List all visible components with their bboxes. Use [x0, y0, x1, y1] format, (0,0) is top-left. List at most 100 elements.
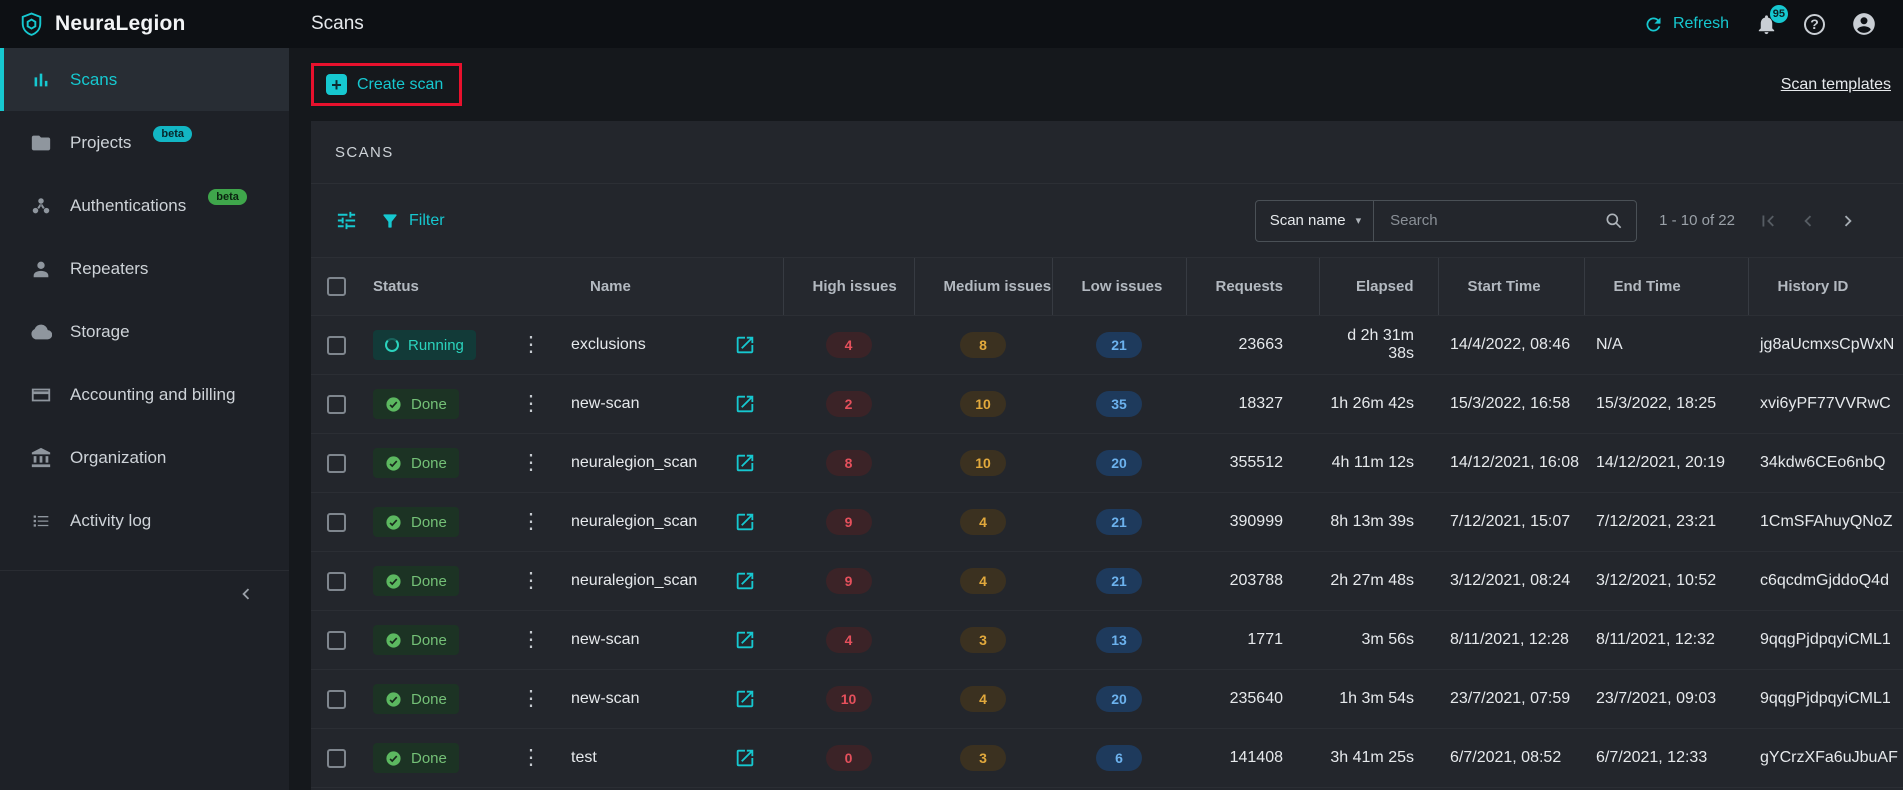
scan-name[interactable]: neuralegion_scan: [571, 513, 698, 530]
collapse-sidebar-button[interactable]: [235, 583, 257, 605]
main-content: + Create scan Scan templates SCANS Filte…: [289, 48, 1903, 790]
column-header-start-time[interactable]: Start Time: [1437, 257, 1584, 316]
drag-handle-icon[interactable]: [1065, 280, 1073, 293]
sidebar-item-storage[interactable]: Storage: [0, 300, 289, 363]
column-header-low-issues[interactable]: Low issues: [1051, 257, 1186, 316]
drag-handle-icon[interactable]: [1199, 280, 1207, 293]
row-checkbox[interactable]: [326, 630, 346, 650]
open-scan-icon[interactable]: [734, 629, 756, 651]
row-menu-button[interactable]: ⋮: [520, 392, 542, 415]
elapsed-value: 1h 26m 42s: [1330, 395, 1414, 412]
neuralegion-logo-icon: [18, 11, 45, 38]
row-checkbox[interactable]: [326, 748, 346, 768]
sidebar-item-authentications[interactable]: Authentications beta: [0, 174, 289, 237]
first-page-button[interactable]: [1757, 210, 1779, 232]
row-menu-button[interactable]: ⋮: [520, 451, 542, 474]
search-field-select[interactable]: Scan name ▾: [1256, 200, 1375, 241]
scan-name[interactable]: neuralegion_scan: [571, 454, 698, 471]
row-checkbox[interactable]: [326, 453, 346, 473]
row-menu-button[interactable]: ⋮: [520, 628, 542, 651]
scan-name[interactable]: new-scan: [571, 690, 640, 707]
scan-templates-link[interactable]: Scan templates: [1780, 75, 1891, 93]
sidebar-item-label: Accounting and billing: [70, 384, 236, 404]
search-input[interactable]: [1388, 211, 1597, 230]
status-label: Done: [411, 690, 447, 708]
sidebar-item-accounting-and-billing[interactable]: Accounting and billing: [0, 363, 289, 426]
column-header-requests[interactable]: Requests: [1185, 257, 1319, 316]
column-header-high-issues[interactable]: High issues: [782, 257, 914, 316]
open-scan-icon[interactable]: [734, 511, 756, 533]
select-all-checkbox[interactable]: [326, 277, 346, 296]
help-button[interactable]: [1804, 13, 1825, 35]
drag-handle-icon[interactable]: [573, 280, 581, 293]
drag-handle-icon[interactable]: [1761, 280, 1769, 293]
sidebar-item-organization[interactable]: Organization: [0, 426, 289, 489]
column-header-status[interactable]: Status: [361, 257, 501, 316]
open-scan-icon[interactable]: [734, 570, 756, 592]
filter-button[interactable]: Filter: [380, 211, 445, 231]
open-scan-icon[interactable]: [734, 393, 756, 415]
high-issues-badge: 10: [825, 686, 872, 712]
row-menu-button[interactable]: ⋮: [520, 746, 542, 769]
start-time-value: 14/12/2021, 16:08: [1450, 454, 1580, 471]
row-menu-button[interactable]: ⋮: [520, 687, 542, 710]
credit-card-icon: [30, 384, 52, 406]
column-header-name[interactable]: Name: [561, 257, 706, 316]
scan-name[interactable]: test: [571, 749, 597, 766]
pagination-range-label: 1 - 10 of 22: [1659, 212, 1735, 229]
column-header-elapsed[interactable]: Elapsed: [1318, 257, 1438, 316]
scan-name[interactable]: new-scan: [571, 631, 640, 648]
low-issues-badge: 20: [1096, 450, 1142, 476]
elapsed-value: d 2h 31m 38s: [1347, 327, 1414, 362]
scan-name[interactable]: exclusions: [571, 336, 646, 353]
sidebar-item-label: Storage: [70, 321, 130, 341]
scan-table-body: Running ⋮ exclusions 4 8 21 23663 d 2h 3…: [311, 315, 1903, 788]
row-menu-button[interactable]: ⋮: [520, 510, 542, 533]
sidebar-item-scans[interactable]: Scans: [0, 48, 289, 111]
open-scan-icon[interactable]: [734, 688, 756, 710]
row-menu-button[interactable]: ⋮: [520, 569, 542, 592]
row-checkbox[interactable]: [326, 335, 346, 355]
drag-handle-icon[interactable]: [1451, 280, 1459, 293]
drag-handle-icon[interactable]: [1597, 280, 1605, 293]
elapsed-value: 2h 27m 48s: [1330, 572, 1414, 589]
filter-label: Filter: [409, 211, 445, 229]
start-time-value: 8/11/2021, 12:28: [1450, 631, 1569, 648]
column-header-medium-issues[interactable]: Medium issues: [913, 257, 1052, 316]
building-icon: [30, 447, 52, 469]
drag-handle-icon[interactable]: [796, 280, 804, 293]
status-label: Done: [411, 454, 447, 472]
create-scan-button[interactable]: + Create scan: [326, 74, 443, 95]
search-icon: [1604, 211, 1624, 231]
row-checkbox[interactable]: [326, 689, 346, 709]
table-header-row: Status Name High issues Medium issues: [311, 257, 1903, 316]
sidebar-item-repeaters[interactable]: Repeaters: [0, 237, 289, 300]
open-scan-icon[interactable]: [734, 747, 756, 769]
sidebar: Scans Projects beta Authentications beta…: [0, 48, 289, 790]
next-page-button[interactable]: [1837, 210, 1859, 232]
notifications-button[interactable]: 95: [1755, 4, 1788, 36]
user-avatar-button[interactable]: [1851, 11, 1877, 37]
column-header-menu: [501, 257, 561, 316]
row-checkbox[interactable]: [326, 512, 346, 532]
row-menu-button[interactable]: ⋮: [520, 333, 542, 356]
status-badge: Done: [373, 566, 459, 596]
drag-handle-icon[interactable]: [927, 280, 935, 293]
drag-handle-icon[interactable]: [1332, 280, 1340, 293]
sidebar-item-activity-log[interactable]: Activity log: [0, 489, 289, 552]
cloud-icon: [30, 321, 52, 343]
scan-name[interactable]: new-scan: [571, 395, 640, 412]
column-header-end-time[interactable]: End Time: [1583, 257, 1748, 316]
scan-name[interactable]: neuralegion_scan: [571, 572, 698, 589]
open-scan-icon[interactable]: [734, 334, 756, 356]
row-checkbox[interactable]: [326, 571, 346, 591]
column-header-history-id[interactable]: History ID: [1747, 257, 1903, 316]
sidebar-item-projects[interactable]: Projects beta: [0, 111, 289, 174]
open-scan-icon[interactable]: [734, 452, 756, 474]
row-checkbox[interactable]: [326, 394, 346, 414]
previous-page-button[interactable]: [1797, 210, 1819, 232]
refresh-button[interactable]: Refresh: [1643, 14, 1729, 35]
tune-filters-button[interactable]: [335, 209, 358, 232]
table-row: Done ⋮ test 0 3 6 141408 3h 41m 25s 6/7/…: [311, 728, 1903, 788]
done-check-icon: [385, 573, 402, 590]
